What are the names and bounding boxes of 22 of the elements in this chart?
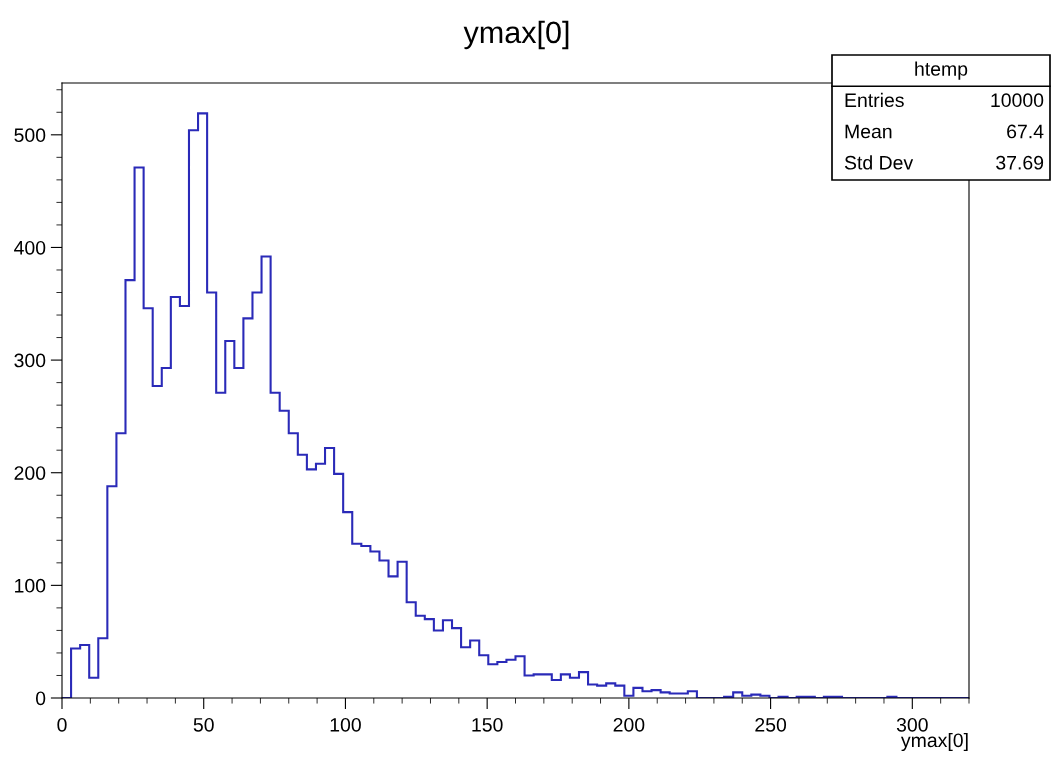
- text: 10000: [991, 93, 1044, 108]
- text: 37.69: [996, 155, 1044, 170]
- x-tick-label: 300: [896, 717, 928, 732]
- chart-title: ymax[0]: [463, 20, 569, 50]
- x-tick-label: 200: [613, 717, 645, 732]
- annotation: Entries: [845, 92, 904, 108]
- y-tick-label: 400: [14, 240, 46, 255]
- x-axis-title: ymax[0]: [900, 732, 968, 752]
- y-tick-label: 200: [14, 466, 46, 480]
- y-tick-label: 100: [15, 578, 46, 593]
- y-tick-label: 300: [14, 353, 46, 368]
- x-tick-label: 250: [755, 717, 787, 732]
- annotation: Mean: [845, 124, 892, 139]
- y-tick-label: 0: [35, 691, 46, 706]
- y-tick-label: 500: [14, 128, 46, 143]
- x-tick-label: 150: [472, 717, 503, 732]
- x-tick-label: 100: [330, 717, 361, 732]
- x-tick-label: 0: [57, 717, 67, 732]
- text: 67.4: [1007, 124, 1044, 139]
- x-tick-label: 50: [193, 717, 214, 732]
- annotation: Std Dev: [844, 155, 914, 170]
- text: htemp: [915, 61, 968, 80]
